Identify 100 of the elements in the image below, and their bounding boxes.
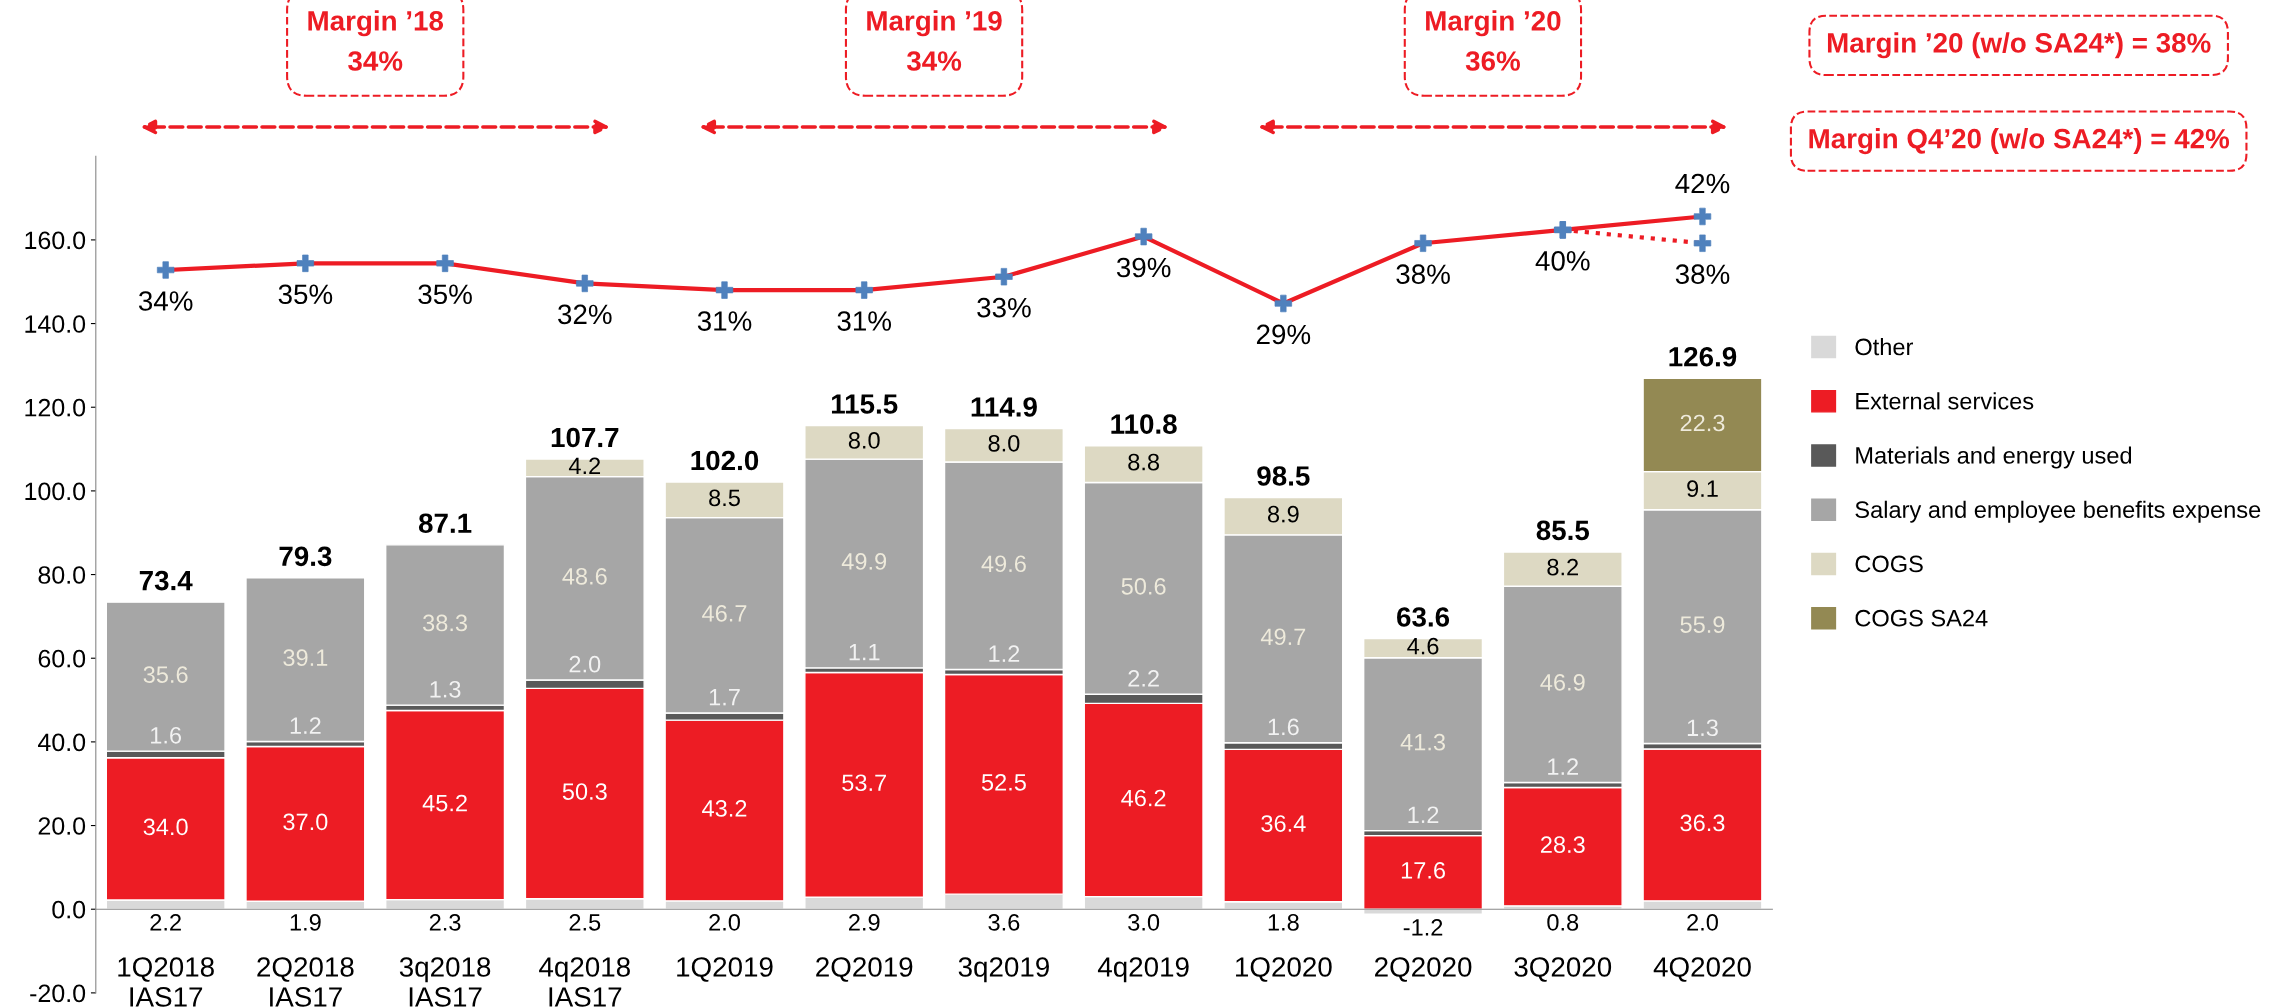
y-tick-label: 0.0: [52, 900, 86, 919]
data-label: 1.3: [430, 680, 461, 698]
data-label: 48.6: [562, 567, 607, 585]
data-label: 8.0: [848, 431, 880, 449]
data-label: 39%: [1116, 257, 1171, 278]
legend-label: Salary and employee benefits expense: [1855, 500, 2261, 523]
data-label: 55.9: [1680, 616, 1725, 633]
data-label: 3.6: [988, 914, 1020, 931]
data-label: 17.6: [1401, 862, 1445, 879]
total-label: 115.5: [831, 394, 898, 414]
data-label: 2.2: [150, 914, 181, 931]
data-label: 49.9: [841, 553, 887, 570]
data-label: 2.0: [569, 655, 601, 673]
data-label: 46.9: [1540, 673, 1585, 691]
data-label: 22.3: [1680, 414, 1725, 432]
x-tick-label: 4q2019: [1097, 957, 1189, 983]
data-label: 53.7: [842, 774, 887, 792]
x-tick-label: 1Q2020: [1236, 957, 1332, 982]
x-tick-label: 2Q2018 IAS17: [257, 957, 354, 1007]
data-label: 1.6: [1268, 718, 1299, 736]
data-label: 1.1: [849, 643, 880, 661]
data-label: 38.3: [423, 614, 468, 632]
total-label: 107.7: [551, 427, 619, 448]
data-label: -1.2: [1403, 919, 1443, 936]
legend-label: External services: [1856, 392, 2034, 410]
data-label: 8.2: [1547, 558, 1578, 576]
data-label: 1.2: [1408, 806, 1439, 823]
text: Margin Q4’20 (w/o SA24*) = 42%: [1809, 128, 2230, 155]
x-tick-label: 1Q2019: [677, 957, 773, 982]
total-label: 102.0: [691, 450, 759, 471]
data-label: 35%: [278, 284, 333, 305]
data-label: 33%: [977, 297, 1031, 318]
data-label: 38%: [1396, 264, 1450, 285]
total-label: 126.9: [1669, 346, 1737, 367]
data-label: 46.7: [702, 604, 747, 622]
data-label: 1.6: [151, 726, 182, 744]
data-label: 1.7: [709, 689, 740, 706]
data-label: 31%: [837, 311, 892, 331]
x-tick-label: 3Q2020: [1514, 957, 1612, 982]
legend-label: COGS: [1855, 555, 1923, 573]
data-label: 2.9: [848, 914, 880, 931]
data-label: 1.8: [1268, 914, 1299, 931]
total-label: 79.3: [279, 546, 332, 567]
data-label: 32%: [558, 304, 612, 325]
legend-label: Materials and energy used: [1856, 446, 2132, 469]
y-tick-label: -20.0: [30, 984, 86, 1003]
total-label: 110.8: [1111, 414, 1177, 434]
x-tick-label: 1Q2018 IAS17: [118, 957, 214, 1007]
total-label: 114.9: [971, 397, 1037, 417]
data-label: 2.3: [429, 914, 461, 931]
data-label: 36.3: [1680, 814, 1725, 832]
data-label: 3.0: [1128, 914, 1160, 931]
text: Margin ’20 (w/o SA24*) = 38%: [1827, 32, 2211, 59]
y-tick-label: 160.0: [25, 231, 86, 250]
total-label: 87.1: [418, 513, 472, 534]
data-label: 8.5: [709, 489, 740, 507]
x-tick-label: 2Q2019: [816, 957, 913, 982]
legend-label: Other: [1855, 337, 1913, 356]
data-label: 50.6: [1121, 577, 1166, 595]
total-label: 85.5: [1536, 520, 1590, 541]
data-label: 45.2: [422, 794, 467, 812]
x-tick-label: 4q2018 IAS17: [539, 957, 630, 1007]
data-label: 2.0: [709, 914, 740, 931]
x-tick-label: 3q2019: [958, 957, 1049, 983]
data-label: 35.6: [143, 666, 188, 683]
y-tick-label: 140.0: [25, 315, 86, 333]
data-label: 39.1: [283, 649, 328, 667]
data-label: 2.0: [1687, 914, 1718, 931]
y-tick-label: 60.0: [38, 649, 86, 668]
data-label: 40%: [1535, 250, 1590, 271]
data-label: 37.0: [283, 813, 328, 831]
data-label: 34.0: [143, 818, 188, 836]
data-label: 31%: [697, 311, 752, 331]
y-tick-label: 120.0: [25, 398, 86, 417]
data-label: 8.8: [1128, 453, 1160, 471]
data-label: 1.2: [1548, 758, 1578, 775]
data-label: 49.6: [981, 555, 1026, 573]
data-label: 42%: [1675, 173, 1730, 194]
y-tick-label: 100.0: [25, 482, 86, 501]
data-label: 35%: [418, 284, 472, 305]
data-label: 46.2: [1121, 789, 1166, 807]
text: Margin ’20 36%: [1426, 10, 1561, 71]
data-label: 1.2: [989, 645, 1020, 662]
data-label: 29%: [1256, 324, 1311, 345]
data-label: 43.2: [702, 800, 747, 817]
total-label: 73.4: [139, 570, 193, 591]
data-label: 34%: [138, 291, 193, 311]
data-label: 2.5: [569, 914, 601, 931]
data-label: 36.4: [1261, 815, 1306, 832]
y-tick-label: 80.0: [38, 566, 86, 584]
data-label: 49.7: [1260, 628, 1306, 646]
data-label: 41.3: [1400, 733, 1445, 751]
text: Margin ’19 34%: [867, 10, 1002, 71]
data-label: 4.2: [568, 457, 601, 474]
data-label: 52.5: [981, 773, 1026, 791]
text: Margin ’18 34%: [308, 10, 444, 71]
data-label: 1.9: [290, 914, 321, 931]
total-label: 98.5: [1257, 466, 1310, 486]
data-label: 8.0: [988, 434, 1020, 452]
data-label: 1.2: [290, 717, 321, 734]
